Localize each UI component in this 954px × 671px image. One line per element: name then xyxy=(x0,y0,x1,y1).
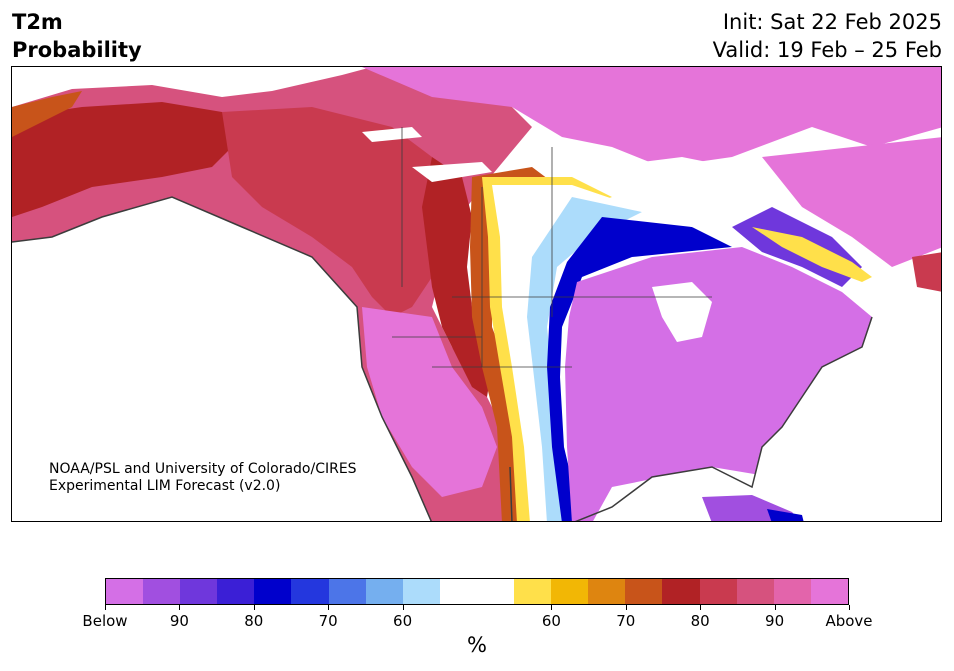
colorbar-tick-mark xyxy=(700,605,702,610)
colorbar-tick-mark xyxy=(179,605,181,610)
colorbar-tick-mark xyxy=(402,605,404,610)
colorbar-segment xyxy=(180,579,218,604)
usa-west-pink xyxy=(362,307,497,497)
colorbar-segment xyxy=(773,579,811,604)
colorbar-tick-mark xyxy=(328,605,330,610)
labrador-yellow xyxy=(752,227,872,282)
title-line-2: Probability xyxy=(12,38,142,62)
colorbar xyxy=(105,578,849,605)
colorbar-tick-mark xyxy=(849,605,850,610)
colorbar-segment xyxy=(328,579,366,604)
yellow-band xyxy=(482,177,612,521)
cuba-core xyxy=(767,509,804,521)
colorbar-segment xyxy=(588,579,626,604)
init-date: Init: Sat 22 Feb 2025 xyxy=(722,10,942,34)
colorbar-tick-label: 80 xyxy=(244,612,264,630)
valid-range: Valid: 19 Feb – 25 Feb xyxy=(712,38,942,62)
colorbar-tick-label: 70 xyxy=(318,612,338,630)
map-canvas xyxy=(12,67,941,521)
colorbar-segment xyxy=(699,579,737,604)
colorbar-tick-label: 90 xyxy=(765,612,785,630)
colorbar-segment xyxy=(217,579,255,604)
colorbar-segment xyxy=(736,579,774,604)
colorbar-segment xyxy=(439,579,477,604)
newfoundland-red xyxy=(912,252,941,292)
colorbar-segment xyxy=(291,579,329,604)
colorbar-segment xyxy=(254,579,292,604)
colorbar-segment xyxy=(662,579,700,604)
credit-line-1: NOAA/PSL and University of Colorado/CIRE… xyxy=(49,461,357,477)
colorbar-segment xyxy=(402,579,440,604)
colorbar-tick-mark xyxy=(774,605,776,610)
colorbar-segment xyxy=(514,579,552,604)
colorbar-tick-label: 60 xyxy=(393,612,413,630)
colorbar-tick-label: 70 xyxy=(616,612,636,630)
colorbar-segment xyxy=(551,579,589,604)
canada-west-band xyxy=(222,107,452,317)
colorbar-tick-label: 80 xyxy=(690,612,710,630)
coastline xyxy=(12,196,873,521)
chart-title: T2m Probability xyxy=(12,8,142,64)
credit-text: NOAA/PSL and University of Colorado/CIRE… xyxy=(49,461,357,495)
colorbar-segment xyxy=(106,579,144,604)
great-slave-lake xyxy=(412,162,492,182)
great-bear-lake xyxy=(362,127,422,142)
east-us-violet xyxy=(565,247,872,521)
labrador-magenta xyxy=(762,137,941,267)
hudson-bay xyxy=(602,157,752,232)
colorbar-segment xyxy=(810,579,848,604)
date-info: Init: Sat 22 Feb 2025 Valid: 19 Feb – 25… xyxy=(713,8,942,64)
probability-map xyxy=(11,66,942,522)
arctic-islands xyxy=(362,67,941,167)
colorbar-tick-label: 60 xyxy=(541,612,561,630)
colorbar-segment xyxy=(143,579,181,604)
alaska-orange xyxy=(12,91,82,137)
colorbar-tick-mark xyxy=(105,605,106,610)
colorbar-tick-mark xyxy=(551,605,553,610)
colorbar-tick-label: Above xyxy=(825,612,873,630)
alaska-core xyxy=(12,102,252,217)
blue-band xyxy=(547,217,732,521)
colorbar-tick-mark xyxy=(253,605,255,610)
white-band xyxy=(492,185,622,521)
colorbar-tick-label: Below xyxy=(82,612,128,630)
credit-line-2: Experimental LIM Forecast (v2.0) xyxy=(49,478,281,494)
colorbar-segment xyxy=(365,579,403,604)
title-line-1: T2m xyxy=(12,10,63,34)
state-borders xyxy=(392,127,712,368)
colorbar-unit: % xyxy=(467,633,487,657)
colorbar-tick-mark xyxy=(625,605,627,610)
colorbar-tick-label: 90 xyxy=(169,612,189,630)
colorbar-segment xyxy=(625,579,663,604)
colorbar-segment xyxy=(476,579,515,604)
